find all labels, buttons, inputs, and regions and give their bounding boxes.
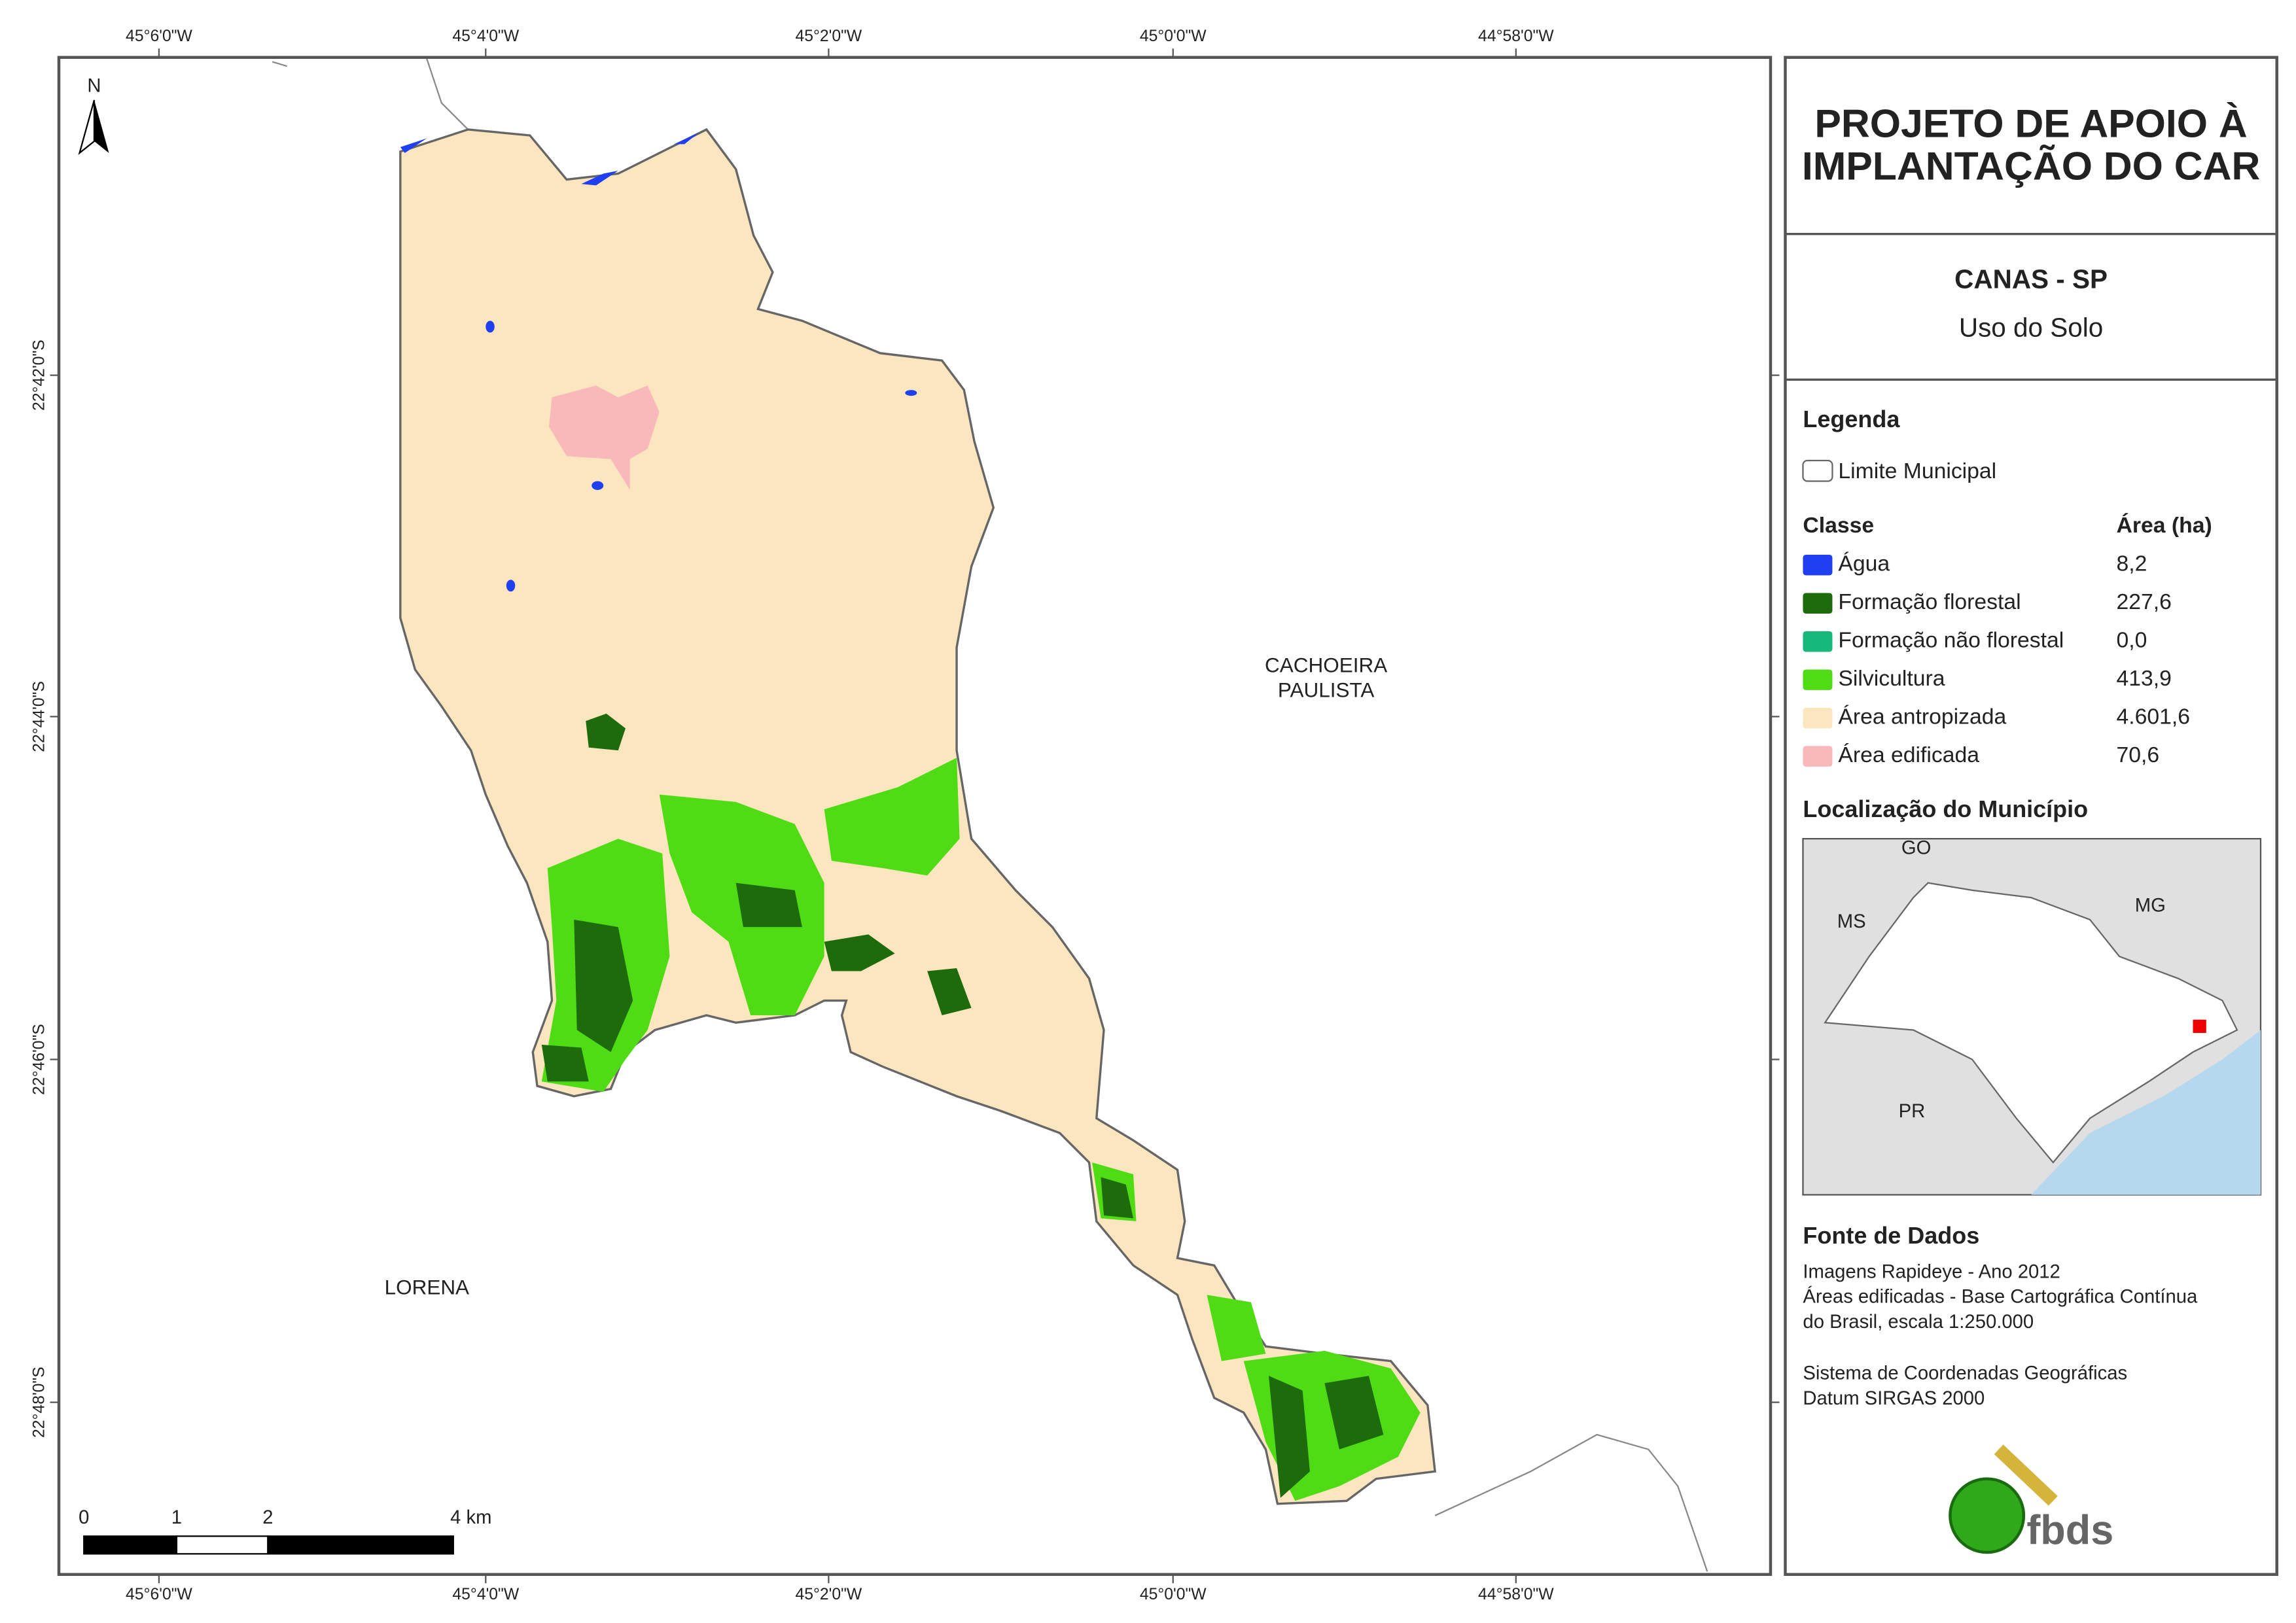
source-line: do Brasil, escala 1:250.000 [1803,1312,2034,1333]
lon-label-bottom: 44°58'0"W [1478,1586,1554,1603]
class-swatch [1803,707,1833,729]
neighbor-label: CACHOEIRA [1265,653,1387,676]
inset-state [1824,882,2238,1164]
water [592,481,604,491]
scale-label: 1 [171,1507,182,1528]
lon-label-top: 45°4'0"W [452,27,519,45]
sources-title: Fonte de Dados [1803,1222,1979,1249]
water [400,138,427,153]
lat-label: 22°48'0"S [30,1367,48,1438]
scale-segment [83,1535,178,1555]
forest-patch [1268,1376,1310,1498]
class-name: Área edificada [1838,742,1979,767]
boundary-swatch [1802,459,1833,482]
north-label: N [87,75,101,96]
class-swatch [1803,669,1833,690]
scale-label: 2 [262,1507,273,1528]
lon-label-bottom: 45°0'0"W [1140,1586,1207,1603]
class-area: 4.601,6 [2117,705,2191,729]
urban-area [549,385,660,491]
class-area: 227,6 [2117,589,2172,614]
class-header: Classe [1803,513,1874,538]
lat-label: 22°42'0"S [30,340,48,411]
lon-label-top: 45°6'0"W [126,27,192,45]
neighbor-boundary [272,61,287,67]
boundary-label: Limite Municipal [1838,459,1996,483]
forest-patch [824,934,895,971]
forest-patch [574,919,633,1053]
panel-frame [1784,56,2278,1577]
logo-bar [1994,1444,2058,1506]
class-swatch [1803,554,1833,576]
scale-segment [175,1535,269,1555]
water [506,580,516,592]
forest-patch [735,882,802,928]
location-title: Localização do Município [1803,795,2088,822]
lon-label-bottom: 45°2'0"W [796,1586,862,1603]
inset-label: PR [1899,1101,1926,1122]
scale-segment [267,1535,454,1555]
lon-label-bottom: 45°4'0"W [452,1586,519,1603]
logo-ball [1949,1477,2026,1554]
source-line: Sistema de Coordenadas Geográficas [1803,1363,2127,1384]
source-line: Datum SIRGAS 2000 [1803,1388,1985,1409]
class-name: Área antropizada [1838,705,2006,729]
north-arrow [94,99,109,153]
class-area: 0,0 [2117,628,2147,653]
class-area: 413,9 [2117,666,2172,691]
neighbor-label: LORENA [385,1276,469,1299]
inset-label: MG [2135,895,2166,916]
inset-sea [2031,1030,2261,1195]
scale-label: 0 [79,1507,89,1528]
class-area: 8,2 [2117,551,2147,576]
inset-label: MS [1837,911,1866,932]
silvicultura-patch [824,758,960,876]
panel-title: IMPLANTAÇÃO DO CAR [1802,144,2260,188]
water [486,321,495,333]
lon-label-top: 44°58'0"W [1478,27,1554,45]
lat-label: 22°44'0"S [30,681,48,752]
class-swatch [1803,631,1833,652]
water [674,132,699,145]
north-arrow [78,99,96,155]
lat-label: 22°46'0"S [30,1024,48,1095]
municipality-name: CANAS - SP [1954,264,2108,294]
lon-label-top: 45°0'0"W [1140,27,1207,45]
neighbor-boundary [1434,1433,1708,1572]
forest-patch [927,968,972,1016]
neighbor-boundary [426,58,469,130]
class-area: 70,6 [2117,742,2160,767]
lon-label-bottom: 45°6'0"W [126,1586,192,1603]
neighbor-label: PAULISTA [1278,678,1375,701]
class-name: Formação não florestal [1838,628,2064,653]
water [905,390,917,396]
forest-patch [1101,1177,1134,1219]
inset-marker [2193,1019,2206,1034]
source-line: Imagens Rapideye - Ano 2012 [1803,1261,2060,1282]
source-line: Áreas edificadas - Base Cartográfica Con… [1803,1286,2198,1308]
class-name: Água [1838,551,1890,576]
silvicultura-patch [1207,1295,1266,1361]
panel-title: PROJETO DE APOIO À [1814,101,2247,145]
water [581,170,618,186]
lon-label-top: 45°2'0"W [796,27,862,45]
map-subtitle: Uso do Solo [1959,313,2103,343]
logo-text: fbds [2026,1507,2113,1553]
class-swatch [1803,593,1833,614]
forest-patch [541,1045,589,1082]
forest-patch [1324,1376,1384,1450]
class-name: Formação florestal [1838,589,2021,614]
scale-label: 4 km [450,1507,491,1528]
class-swatch [1803,746,1833,767]
area-header: Área (ha) [2117,513,2212,538]
legend-title: Legenda [1803,406,1900,432]
inset-label: GO [1901,838,1931,859]
class-name: Silvicultura [1838,666,1945,691]
forest-patch [586,713,626,751]
